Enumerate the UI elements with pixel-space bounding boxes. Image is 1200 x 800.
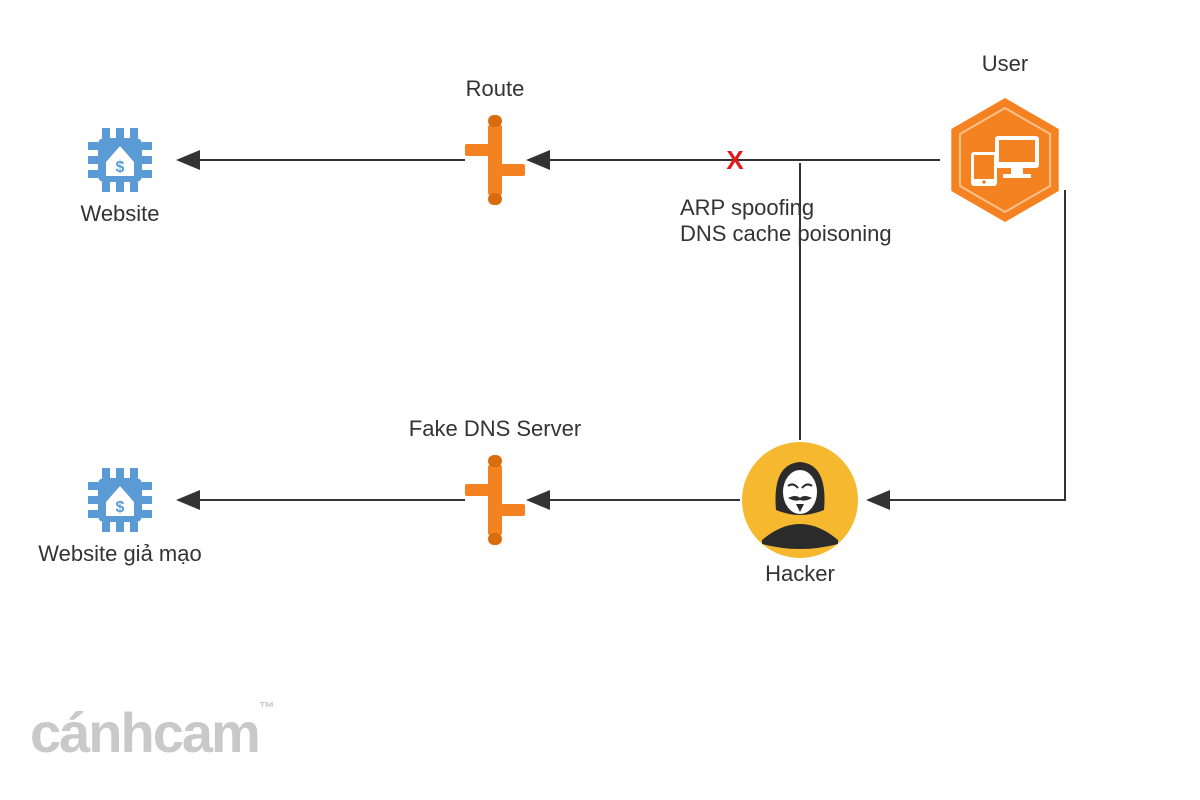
watermark-logo: cánhcam™ (30, 700, 275, 765)
svg-text:$: $ (116, 159, 125, 176)
fake-dns-label: Fake DNS Server (375, 416, 615, 442)
fake-website-label: Website giả mạo (0, 541, 240, 567)
attack-text: ARP spoofing DNS cache poisoning (680, 195, 892, 247)
edge-user-down-hacker (870, 190, 1065, 500)
hacker-icon (742, 442, 858, 558)
user-devices-icon (951, 98, 1058, 222)
hacker-label: Hacker (680, 561, 920, 587)
fake-dns-icon (465, 455, 525, 545)
website-chip-icon: $ (88, 128, 152, 192)
user-label: User (885, 51, 1125, 77)
website-label: Website (0, 201, 240, 227)
diagram-canvas: $ $ X (0, 0, 1200, 800)
route-icon (465, 115, 525, 205)
route-label: Route (375, 76, 615, 102)
fake-website-chip-icon: $ (88, 468, 152, 532)
blocked-mark: X (726, 145, 744, 175)
svg-text:$: $ (116, 499, 125, 516)
